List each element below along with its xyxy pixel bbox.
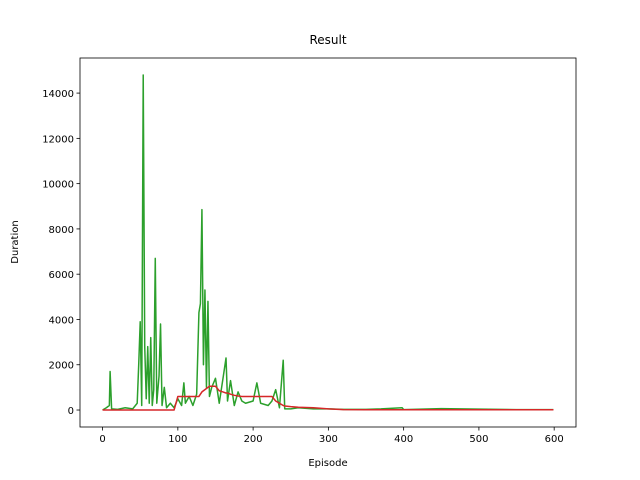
y-tick-label: 0 [68, 406, 74, 417]
chart-title: Result [309, 33, 346, 47]
x-tick-label: 300 [319, 434, 338, 445]
x-tick-label: 400 [394, 434, 413, 445]
x-tick-label: 0 [99, 434, 105, 445]
y-tick-label: 10000 [42, 180, 74, 191]
y-tick-label: 2000 [49, 361, 74, 372]
y-axis-label: Duration [10, 220, 21, 263]
y-tick-label: 6000 [49, 270, 74, 281]
y-tick-label: 4000 [49, 315, 74, 326]
y-tick-label: 12000 [42, 134, 74, 145]
x-tick-label: 200 [244, 434, 263, 445]
x-tick-label: 600 [545, 434, 564, 445]
x-tick-label: 100 [168, 434, 187, 445]
x-tick-label: 500 [469, 434, 488, 445]
y-tick-label: 14000 [42, 89, 74, 100]
series-line [102, 385, 554, 411]
plot-frame [79, 57, 577, 428]
x-axis-label: Episode [308, 458, 347, 469]
series-line [102, 74, 554, 411]
y-tick-label: 8000 [49, 225, 74, 236]
